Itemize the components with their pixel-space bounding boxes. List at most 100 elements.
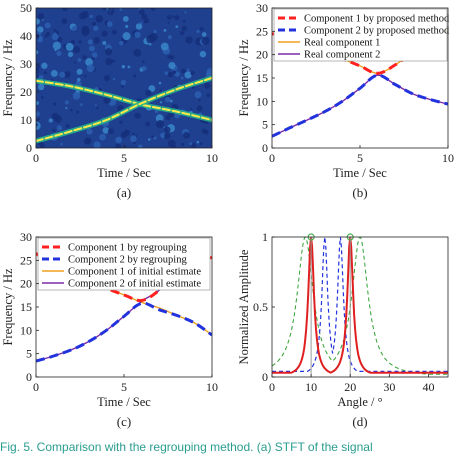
heatmap-speckle xyxy=(37,26,44,33)
heatmap-speckle xyxy=(56,125,63,131)
heatmap-speckle xyxy=(159,89,162,92)
heatmap-speckle xyxy=(163,28,167,32)
heatmap-speckle xyxy=(133,141,136,145)
heatmap-speckle xyxy=(93,25,99,31)
heatmap-speckle xyxy=(86,128,93,135)
legend-label-3: Real component 1 xyxy=(304,38,380,49)
figure-caption: Fig. 5. Comparison with the regrouping m… xyxy=(0,440,373,454)
heatmap-speckle xyxy=(76,68,83,75)
heatmap-speckle xyxy=(36,111,40,117)
heatmap-speckle xyxy=(142,60,145,64)
legend-box xyxy=(37,237,211,291)
heatmap-speckle xyxy=(63,71,71,78)
y-tick-label: 5 xyxy=(262,118,268,132)
heatmap-speckle xyxy=(196,105,203,112)
heatmap-speckle xyxy=(65,42,74,51)
heatmap-speckle xyxy=(36,63,41,70)
heatmap-speckle xyxy=(173,145,176,148)
heatmap-speckle xyxy=(60,142,63,146)
heatmap-speckle xyxy=(163,126,166,129)
x-tick-label: 10 xyxy=(442,151,454,165)
x-tick-label: 10 xyxy=(206,151,218,165)
heatmap-speckle xyxy=(196,140,200,144)
heatmap-speckle xyxy=(140,21,143,24)
heatmap-speckle xyxy=(120,85,124,88)
y-tick-label: 20 xyxy=(20,85,32,99)
ridge-1 xyxy=(36,79,212,121)
spectrum-group xyxy=(272,237,448,377)
heatmap-speckle xyxy=(36,123,38,127)
heatmap-speckle xyxy=(91,52,98,58)
x-axis-label: Angle / ° xyxy=(337,395,382,409)
heatmap-speckle xyxy=(72,92,81,100)
heatmap-speckle xyxy=(52,128,56,133)
heatmap-speckle xyxy=(146,35,155,44)
heatmap-speckle xyxy=(112,77,116,81)
y-tick-label: 0 xyxy=(26,141,32,155)
heatmap-speckle xyxy=(124,145,127,148)
heatmap-speckle xyxy=(119,8,123,11)
heatmap-speckle xyxy=(123,129,131,136)
heatmap-speckle xyxy=(103,96,111,104)
heatmap-speckle xyxy=(81,25,90,34)
y-tick-label: 0.5 xyxy=(253,300,268,314)
heatmap-speckle xyxy=(206,93,210,97)
heatmap-speckle xyxy=(64,100,69,105)
heatmap-speckle xyxy=(37,13,45,20)
heatmap-speckle xyxy=(71,25,78,32)
legend-label-4: Real component 2 xyxy=(304,50,380,61)
heatmap-speckle xyxy=(101,30,108,37)
y-tick-label: 0 xyxy=(262,370,268,384)
heatmap-speckle xyxy=(189,142,193,146)
heatmap-speckle xyxy=(174,15,180,21)
y-tick-label: 5 xyxy=(26,347,32,361)
heatmap-speckle xyxy=(50,69,58,77)
heatmap-speckle xyxy=(88,45,95,52)
x-axis-label: Time / Sec xyxy=(333,166,387,180)
heatmap-speckle xyxy=(95,106,99,110)
heatmap-speckle xyxy=(148,85,156,92)
heatmap-speckle xyxy=(37,83,45,91)
heatmap-speckle xyxy=(104,48,113,56)
heatmap-speckle xyxy=(175,25,179,29)
heatmap-speckle xyxy=(44,22,51,29)
heatmap-speckle xyxy=(121,64,126,69)
heatmap-speckle xyxy=(182,19,186,23)
x-tick-label: 5 xyxy=(121,151,127,165)
heatmap-speckle xyxy=(38,75,44,80)
y-tick-label: 10 xyxy=(20,323,32,337)
heatmap-speckle xyxy=(37,117,40,120)
heatmap-speckle xyxy=(122,32,131,41)
heatmap-speckle xyxy=(184,11,187,14)
heatmap-speckle xyxy=(133,74,137,78)
heatmap-speckle xyxy=(201,32,207,37)
heatmap-speckle xyxy=(96,17,100,21)
heatmap-speckle xyxy=(43,71,47,75)
heatmap-speckle xyxy=(201,37,210,45)
heatmap-speckle xyxy=(94,104,97,107)
heatmap-speckle xyxy=(191,142,197,148)
x-axis-label: Time / Sec xyxy=(97,166,151,180)
heatmap-speckle xyxy=(181,142,185,147)
y-tick-label: 0 xyxy=(262,141,268,155)
heatmap-speckle xyxy=(65,124,70,129)
panel-label-a: (a) xyxy=(117,185,131,200)
heatmap-speckle xyxy=(83,75,87,78)
heatmap-speckle xyxy=(201,128,207,134)
heatmap-speckle xyxy=(57,36,63,42)
heatmap-speckle xyxy=(135,23,143,30)
heatmap-speckle xyxy=(67,51,74,58)
heatmap-speckle xyxy=(54,48,57,52)
heatmap-speckle xyxy=(36,33,40,40)
heatmap-speckle xyxy=(172,70,177,74)
heatmap-speckle xyxy=(133,48,142,57)
heatmap-speckle xyxy=(52,41,62,50)
y-tick-label: 30 xyxy=(256,1,268,15)
y-axis-label: Frequency / Hz xyxy=(237,39,251,117)
heatmap-speckle xyxy=(89,14,93,19)
heatmap-speckle xyxy=(164,132,171,140)
heatmap-speckle xyxy=(73,45,81,53)
heatmap-speckle xyxy=(165,114,171,121)
y-tick-label: 0 xyxy=(26,370,32,384)
heatmap-speckle xyxy=(196,29,200,34)
